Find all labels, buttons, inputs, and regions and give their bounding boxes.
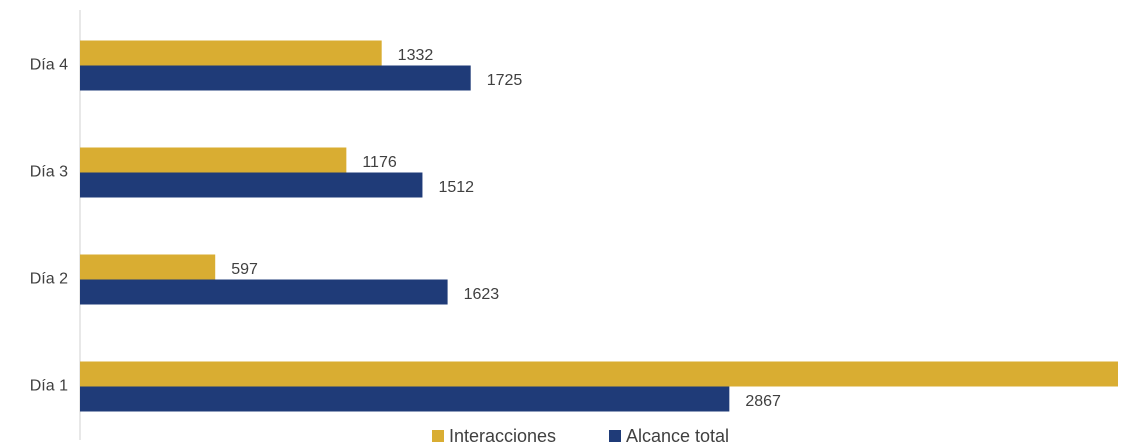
data-label: 1623 xyxy=(464,286,500,303)
bar xyxy=(80,279,448,305)
bar xyxy=(80,386,730,412)
data-label: 1176 xyxy=(362,154,397,171)
data-label: 1512 xyxy=(438,179,474,196)
legend-label: Alcance total xyxy=(626,426,729,446)
y-tick-label: Día 4 xyxy=(30,57,68,74)
y-tick-label: Día 3 xyxy=(30,164,68,181)
y-tick-label: Día 2 xyxy=(30,271,68,288)
bar xyxy=(80,172,423,198)
bar xyxy=(80,147,347,173)
data-label: 1725 xyxy=(487,72,523,89)
bar xyxy=(80,65,471,91)
data-label: 2867 xyxy=(745,393,781,410)
bar xyxy=(80,254,216,280)
y-tick-label: Día 1 xyxy=(30,378,68,395)
data-label: 1332 xyxy=(398,47,434,64)
legend-swatch xyxy=(432,430,444,442)
bar xyxy=(80,40,382,66)
legend-label: Interacciones xyxy=(449,426,556,446)
bar xyxy=(80,361,1118,387)
legend-swatch xyxy=(609,430,621,442)
data-label: 597 xyxy=(231,261,258,278)
